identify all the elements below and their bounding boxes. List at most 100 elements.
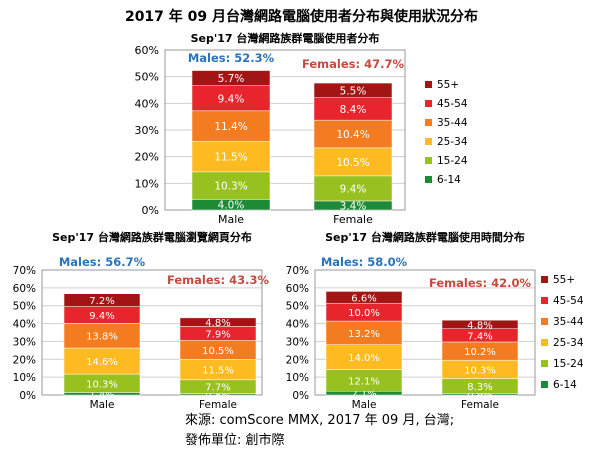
legend-swatch [425, 119, 432, 126]
segment-label: 10.3% [464, 365, 496, 376]
legend-swatch [425, 157, 432, 164]
segment-label: 10.3% [214, 181, 247, 193]
x-category-label: Female [461, 399, 499, 411]
y-tick-label: 60% [286, 283, 309, 295]
y-tick-label: 50% [135, 71, 159, 84]
total-label: Males: 56.7% [59, 255, 146, 269]
legend-label: 6-14 [553, 379, 577, 391]
segment-label: 1.4% [89, 390, 114, 401]
legend-swatch [541, 381, 548, 388]
segment-label: 10.5% [202, 346, 234, 357]
chart-title: Sep'17 台灣網路族群電腦瀏覽網頁分布 [52, 230, 252, 244]
legend-label: 35-44 [553, 316, 584, 328]
legend-swatch [425, 100, 432, 107]
bar-segment [191, 70, 271, 86]
segment-label: 13.8% [86, 332, 118, 343]
legend-swatch [425, 81, 432, 88]
bar-segment [63, 323, 141, 349]
segment-label: 0.9% [467, 390, 492, 401]
bar-segment [313, 175, 393, 202]
segment-label: 8.4% [340, 104, 367, 116]
segment-label: 4.8% [467, 320, 492, 331]
chart-title: Sep'17 台灣網路族群電腦使用時間分布 [325, 230, 525, 244]
segment-label: 10.3% [86, 379, 118, 390]
legend-swatch [541, 297, 548, 304]
segment-label: 9.4% [89, 311, 114, 322]
segment-label: 5.5% [340, 85, 367, 97]
bar-segment [441, 319, 519, 329]
y-tick-label: 20% [286, 354, 309, 366]
legend-swatch [541, 360, 548, 367]
legend-swatch [541, 276, 548, 283]
segment-label: 11.4% [214, 121, 247, 133]
bar-segment [63, 293, 141, 307]
segment-label: 6.6% [351, 293, 376, 304]
segment-label: 10.0% [348, 308, 380, 319]
plot-frame [164, 49, 406, 211]
legend-label: 55+ [553, 274, 575, 286]
bar-segment [191, 110, 271, 142]
x-category-label: Male [352, 399, 377, 411]
legend-label: 15-24 [437, 155, 468, 167]
legend-swatch [425, 176, 432, 183]
segment-label: 4.0% [218, 200, 245, 212]
y-tick-label: 40% [13, 319, 36, 331]
y-tick-label: 50% [286, 301, 309, 313]
segment-label: 14.0% [348, 353, 380, 364]
publisher-line: 發佈單位: 創市際 [185, 433, 285, 448]
bar-segment [313, 82, 393, 98]
plot-frame [314, 269, 536, 396]
y-tick-label: 20% [13, 354, 36, 366]
legend-label: 55+ [437, 79, 459, 91]
plot-frame [41, 269, 263, 396]
bar-segment [325, 291, 403, 304]
y-tick-label: 0% [142, 204, 159, 217]
segment-label: 10.5% [336, 157, 369, 169]
segment-label: 14.6% [86, 357, 118, 368]
x-category-label: Female [199, 399, 237, 411]
chart-title: Sep'17 台灣網路族群電腦使用者分布 [191, 31, 380, 45]
segment-label: 12.1% [348, 376, 380, 387]
segment-label: 9.4% [340, 183, 367, 195]
y-tick-label: 10% [286, 372, 309, 384]
segment-label: 11.5% [214, 152, 247, 164]
bar-segment [325, 344, 403, 370]
segment-label: 11.5% [202, 366, 234, 377]
x-category-label: Male [90, 399, 115, 411]
legend-swatch [541, 318, 548, 325]
main-title: 2017 年 09 月台灣網路電腦使用者分布與使用狀況分布 [124, 9, 479, 25]
y-tick-label: 0% [19, 390, 36, 402]
segment-label: 7.4% [467, 331, 492, 342]
total-label: Males: 52.3% [188, 51, 275, 65]
x-category-label: Male [218, 213, 244, 226]
segment-label: 7.2% [89, 296, 114, 307]
y-tick-label: 70% [286, 265, 309, 277]
y-tick-label: 10% [135, 177, 159, 190]
bar-segment [191, 171, 271, 200]
legend-label: 25-34 [553, 337, 584, 349]
legend-swatch [425, 138, 432, 145]
y-tick-label: 0% [292, 390, 309, 402]
legend-swatch [541, 339, 548, 346]
bar-segment [63, 347, 141, 375]
y-tick-label: 30% [135, 124, 159, 137]
total-label: Females: 42.0% [429, 276, 531, 290]
legend-label: 15-24 [553, 358, 584, 370]
y-tick-label: 30% [13, 336, 36, 348]
segment-label: 7.7% [205, 383, 230, 394]
y-tick-label: 40% [286, 319, 309, 331]
y-tick-label: 30% [286, 336, 309, 348]
legend-label: 35-44 [437, 117, 468, 129]
segment-label: 2.1% [351, 389, 376, 400]
y-tick-label: 20% [135, 151, 159, 164]
legend-label: 45-54 [437, 98, 468, 110]
segment-label: 10.4% [336, 129, 369, 141]
bar-segment [191, 85, 271, 112]
y-tick-label: 50% [13, 301, 36, 313]
bar-segment [179, 317, 257, 327]
source-note: 來源: comScore MMX, 2017 年 09 月, 台灣; 發佈單位:… [185, 411, 454, 451]
legend-label: 25-34 [437, 136, 468, 148]
bar-segment [313, 147, 393, 177]
segment-label: 9.4% [218, 93, 245, 105]
